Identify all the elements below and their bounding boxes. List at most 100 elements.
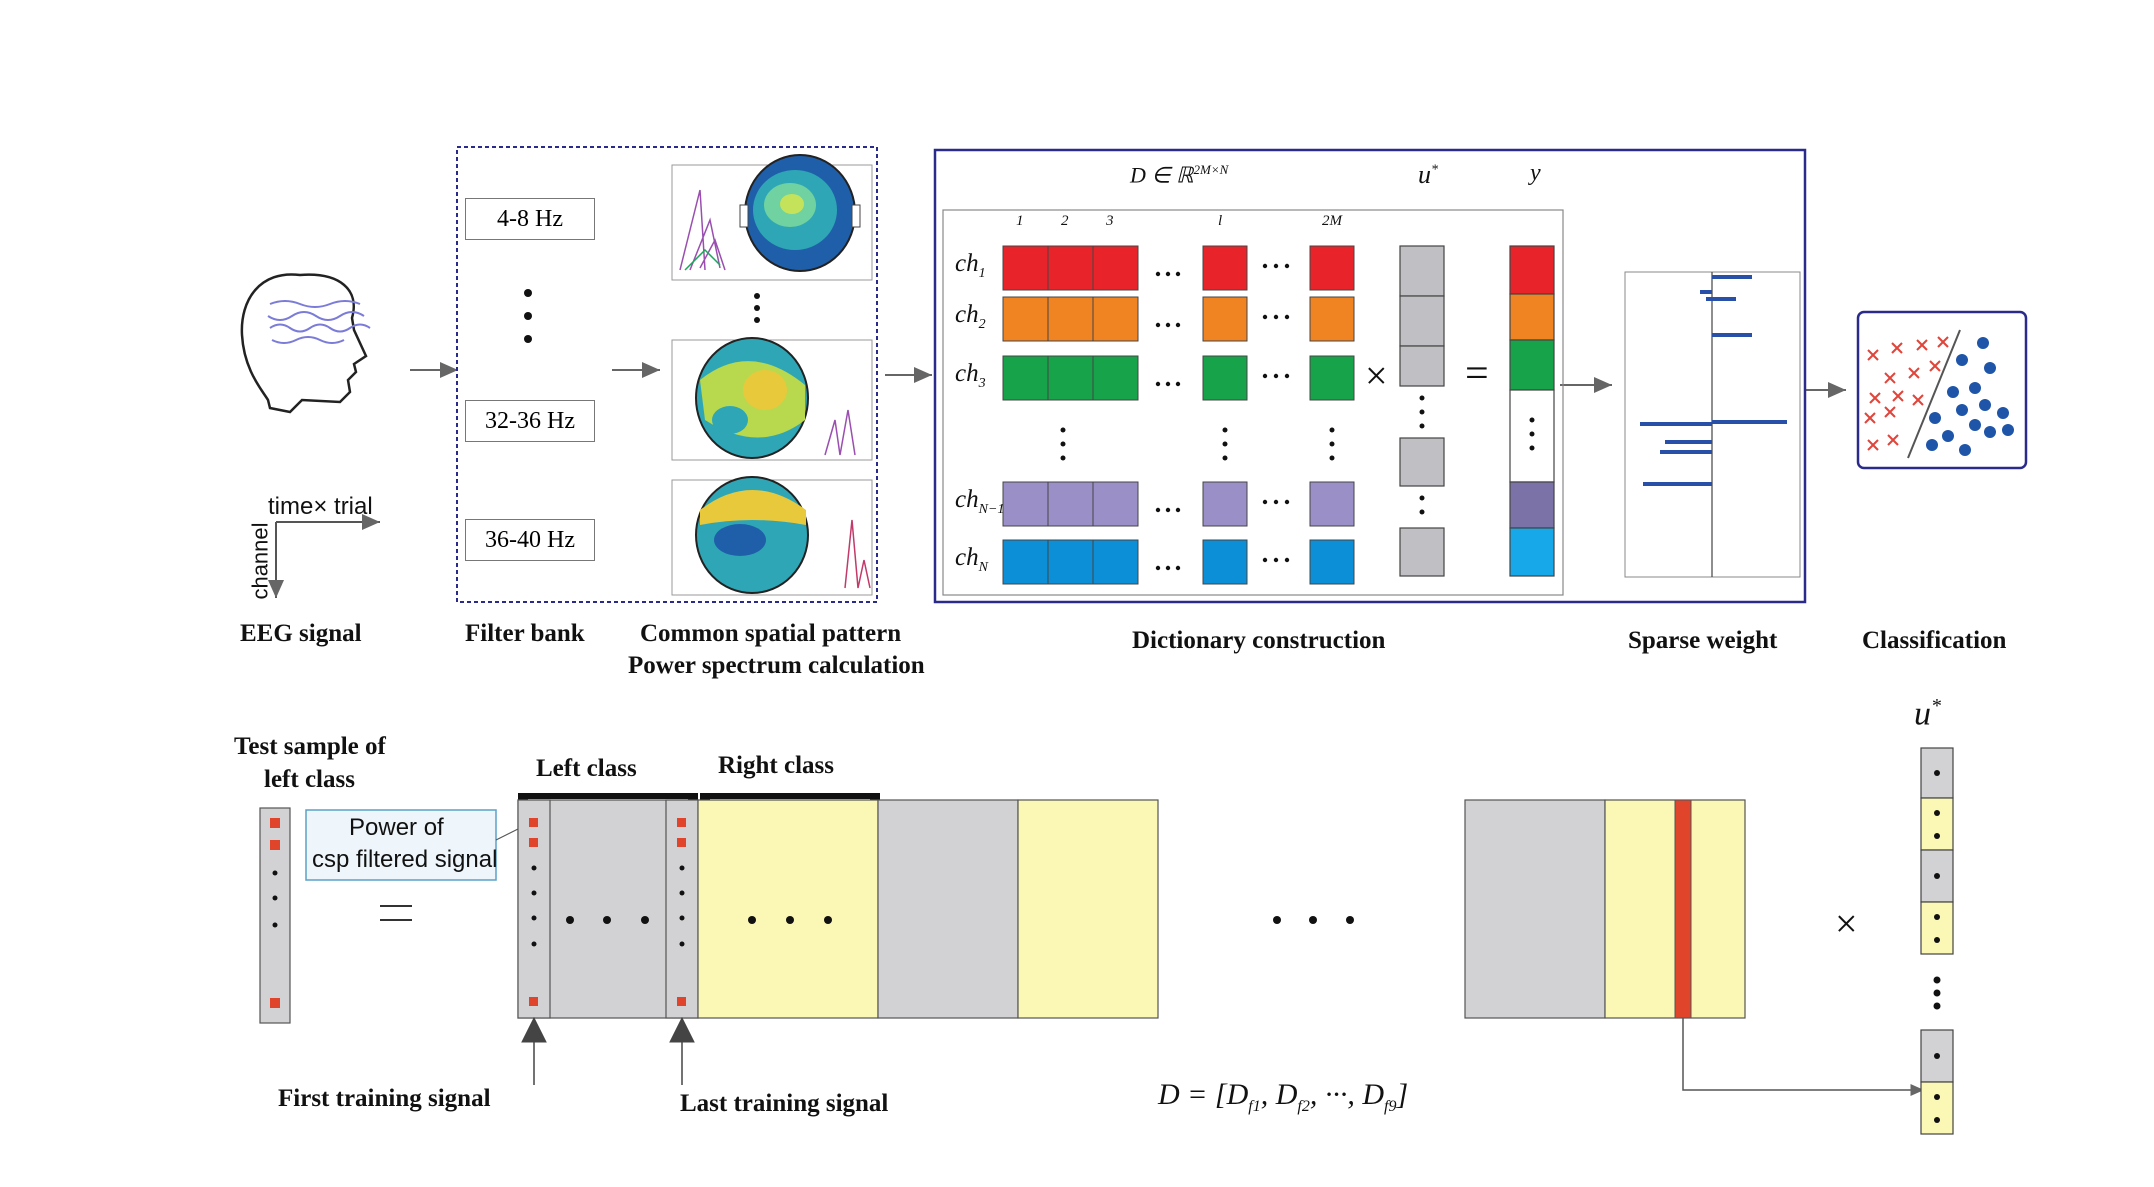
left-class-label: Left class [536,755,637,782]
class-x-marker [1929,360,1941,372]
times-sign: × [1365,353,1388,398]
class-o-marker [1926,439,1938,451]
dict-cell [1309,481,1355,527]
dict-row-label: chN [955,544,988,575]
topomap-1 [671,154,873,281]
dict-cell [1309,245,1355,291]
class-o-marker [1956,354,1968,366]
eeg-axis-y-label: channel [247,522,273,600]
class-x-marker [1884,406,1896,418]
sparse-bar [1712,420,1787,424]
csp-label-line2: Power spectrum calculation [628,652,925,679]
right-class-label: Right class [718,752,834,779]
y-header: y [1530,160,1541,186]
dict-cell [1092,481,1139,527]
dict-cell [1202,481,1248,527]
class-brackets [518,793,880,803]
u-cell [1399,295,1445,347]
y-cell [1509,245,1555,295]
topomap-2 [671,337,873,461]
eeg-axis-x-label: time× trial [268,493,373,520]
column-to-u-connector [1682,1018,1924,1096]
bottom-u-vector [1920,747,1954,1135]
dictionary-ellipsis [1060,263,1335,571]
test-sample-column [259,807,291,1024]
y-cell [1509,481,1555,529]
dict-cell [1202,296,1248,342]
filter-bank-frame [456,146,878,603]
class-x-marker [1937,336,1949,348]
dots-csp [754,293,760,323]
dict-cell [1047,539,1094,585]
sparse-weight-label: Sparse weight [1628,627,1778,654]
training-block-group-1 [517,799,1159,1019]
sparse-bar [1712,275,1752,279]
dict-cell [1002,355,1049,401]
class-x-marker [1867,349,1879,361]
y-cell [1509,527,1555,577]
dict-row-label: ch2 [955,301,986,332]
dict-cell [1202,539,1248,585]
dict-cell [1047,355,1094,401]
dictionary-label: Dictionary construction [1132,627,1386,654]
class-x-marker [1887,434,1899,446]
equals-sign [380,905,412,921]
filter-dots [524,289,532,343]
y-cell [1509,293,1555,341]
first-training-label: First training signal [278,1085,491,1112]
dict-cell [1092,296,1139,342]
dictionary-formula: D ∈ ℝ2M×N [1130,162,1229,188]
class-o-marker [1956,404,1968,416]
sparse-weight-plot [1624,271,1801,578]
dict-cell [1092,245,1139,291]
class-o-marker [1929,412,1941,424]
dictionary-inner-frame [942,209,1564,596]
power-callout-box [305,809,497,881]
dict-cell [1002,296,1049,342]
class-o-marker [1977,337,1989,349]
dict-column-header: 2 [1061,213,1069,229]
class-o-marker [1942,430,1954,442]
dictionary-frame [933,148,1807,604]
class-o-marker [1959,444,1971,456]
class-o-marker [1947,386,1959,398]
class-o-marker [1969,419,1981,431]
dictionary-grid [1002,245,1355,585]
sparse-bar [1700,290,1712,294]
last-training-label: Last training signal [680,1090,889,1117]
filter-bank-label: Filter bank [465,620,585,647]
dict-cell [1092,539,1139,585]
dict-cell [1309,355,1355,401]
dict-row-label: ch3 [955,360,986,391]
dict-cell [1309,539,1355,585]
class-x-marker [1884,372,1896,384]
y-cell [1509,339,1555,391]
power-label-line1: Power of [349,814,444,841]
sparse-bar [1712,333,1752,337]
class-x-marker [1908,367,1920,379]
class-x-marker [1916,339,1928,351]
dict-cell [1047,245,1094,291]
class-o-marker [1984,426,1996,438]
middle-ellipsis [1273,916,1354,924]
dict-cell [1002,481,1049,527]
class-x-marker [1867,439,1879,451]
class-o-marker [2002,424,2014,436]
class-x-marker [1892,390,1904,402]
dict-cell [1002,539,1049,585]
u-cell [1399,245,1445,297]
eeg-signal-label: EEG signal [240,620,362,647]
dict-cell [1092,355,1139,401]
dict-cell [1309,296,1355,342]
dict-column-header: 1 [1016,213,1024,229]
dict-cell [1202,355,1248,401]
test-sample-label-line1: Test sample of [234,733,386,760]
eeg-axes [268,514,380,598]
d-formula: D = [Df1, Df2, ···, Df9] [1158,1078,1409,1115]
dict-cell [1202,245,1248,291]
u-cell [1399,527,1445,577]
bottom-times-sign: × [1835,901,1858,946]
class-x-marker [1864,412,1876,424]
class-o-marker [1984,362,1996,374]
